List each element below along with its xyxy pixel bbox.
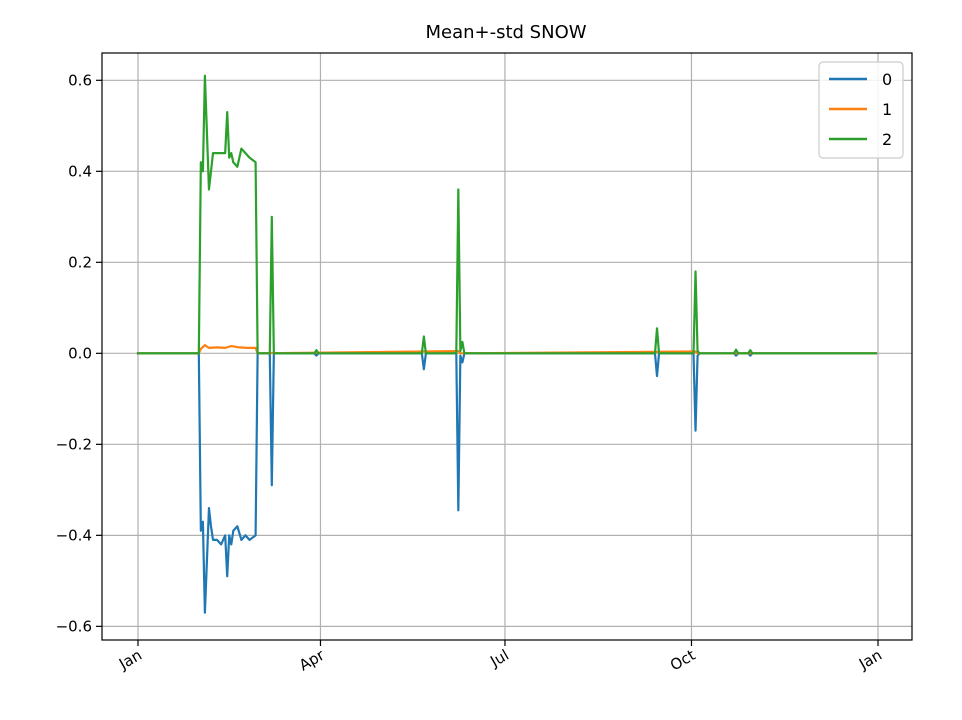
legend-label: 2 <box>882 130 892 149</box>
x-tick-label: Apr <box>296 645 328 674</box>
y-tick-label: −0.4 <box>56 526 92 544</box>
grid <box>102 53 912 640</box>
series-line-0 <box>136 352 878 614</box>
y-tick-label: 0.0 <box>68 344 92 362</box>
x-tick-label: Jan <box>855 646 885 674</box>
y-tick-label: −0.2 <box>56 435 92 453</box>
y-tick-label: 0.6 <box>68 71 92 89</box>
series-line-1 <box>136 344 878 355</box>
legend-label: 1 <box>882 100 892 119</box>
x-tick-label: Jan <box>115 646 145 674</box>
y-tick-label: −0.6 <box>56 617 92 635</box>
chart-title: Mean+-std SNOW <box>425 22 586 43</box>
y-axis: −0.6 −0.4 −0.2 0.0 0.2 0.4 0.6 <box>56 71 102 635</box>
series-line-2 <box>136 74 878 355</box>
x-tick-label: Jul <box>486 646 512 671</box>
y-tick-label: 0.4 <box>68 162 92 180</box>
legend: 0 1 2 <box>818 61 904 159</box>
plot-frame <box>101 52 913 641</box>
series-layer <box>136 74 878 614</box>
legend-label: 0 <box>882 70 892 89</box>
x-tick-label: Oct <box>667 646 699 675</box>
x-axis: Jan Apr Jul Oct Jan <box>115 640 885 674</box>
y-tick-label: 0.2 <box>68 253 92 271</box>
